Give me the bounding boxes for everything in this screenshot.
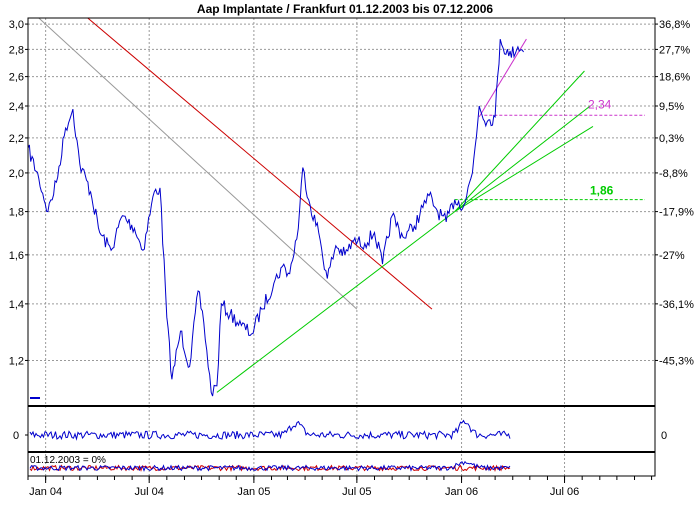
y-tick-label-left: 1,6 (9, 250, 24, 262)
y-tick-label-right: 18,6% (659, 72, 690, 84)
x-tick-label: Jul 05 (342, 486, 371, 498)
y-tick-label-left: 2,6 (9, 72, 24, 84)
y-tick-label-right: -36,1% (659, 299, 694, 311)
x-tick-label: Jan 05 (237, 486, 270, 498)
y-tick-label-left: 1,8 (9, 207, 24, 219)
sub-panel-2-series (29, 460, 511, 472)
y-tick-label-left: 2,8 (9, 44, 24, 56)
x-tick-label: Jan 06 (445, 486, 478, 498)
y-tick-label-right: 27,7% (659, 44, 690, 56)
trendline (478, 38, 527, 118)
trendlines (38, 17, 594, 393)
chart-title: Aap Implantate / Frankfurt 01.12.2003 bi… (197, 2, 493, 16)
trendline (87, 17, 433, 310)
price-line (27, 38, 525, 397)
x-tick-label: Jul 06 (550, 486, 579, 498)
trendline (38, 17, 358, 310)
y-tick-label-right: -8,8% (659, 168, 688, 180)
trendline (216, 211, 456, 393)
y-tick-label-right: -45,3% (659, 355, 694, 367)
y-tick-label-right: 0,3% (659, 133, 684, 145)
sub-panel-1-tick-label-left: 0 (13, 430, 19, 442)
level-lines (454, 114, 645, 201)
y-tick-label-left: 3,0 (9, 19, 24, 31)
chart-labels: 2,34 1,86 (588, 97, 614, 197)
trendline (454, 105, 591, 212)
trendline (454, 126, 594, 213)
y-axis-left: 3,0 2,8 2,6 2,4 2,2 2,0 1,8 1,6 1,4 1,2 (9, 19, 28, 367)
chart-frame (27, 17, 656, 477)
sub-panel-2-label: 01.12.2003 = 0% (30, 455, 106, 466)
price-series (27, 38, 525, 397)
sub-panel-2: 01.12.2003 = 0% (29, 455, 511, 473)
sub-panel-1-tick-label-right: 0 (661, 430, 667, 442)
level-label: 2,34 (588, 97, 612, 111)
y-tick-label-left: 1,2 (9, 355, 24, 367)
y-tick-label-left: 2,2 (9, 133, 24, 145)
y-tick-label-left: 2,0 (9, 168, 24, 180)
x-axis: Jan 04 Jul 04 Jan 05 Jul 05 Jan 06 Jul 06 (27, 476, 653, 498)
plot-frame (27, 17, 656, 477)
y-tick-label-right: 9,5% (659, 101, 684, 113)
x-tick-label: Jan 04 (29, 486, 62, 498)
level-label: 1,86 (590, 184, 614, 198)
y-tick-label-right: -27% (659, 250, 685, 262)
trendline (454, 70, 585, 212)
y-tick-label-right: -17,9% (659, 207, 694, 219)
y-axis-right: 36,8% 27,7% 18,6% 9,5% 0,3% -8,8% -17,9% -27% -3… (655, 19, 694, 367)
sub-panel-1-series (29, 419, 511, 441)
grid-lines (28, 18, 655, 476)
x-tick-label: Jul 04 (135, 486, 164, 498)
y-tick-label-left: 1,4 (9, 299, 24, 311)
y-tick-label-left: 2,4 (9, 101, 24, 113)
y-tick-label-right: 36,8% (659, 19, 690, 31)
